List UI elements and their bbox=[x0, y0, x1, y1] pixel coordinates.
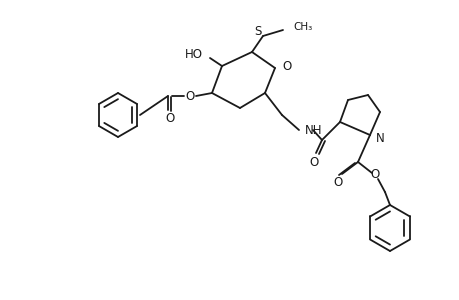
Text: O: O bbox=[369, 169, 379, 182]
Text: S: S bbox=[254, 25, 261, 38]
Text: O: O bbox=[281, 59, 291, 73]
Text: N: N bbox=[375, 131, 384, 145]
Text: O: O bbox=[185, 89, 194, 103]
Text: O: O bbox=[309, 155, 318, 169]
Text: HO: HO bbox=[185, 47, 202, 61]
Text: CH₃: CH₃ bbox=[292, 22, 312, 32]
Text: O: O bbox=[165, 112, 174, 125]
Text: O: O bbox=[333, 176, 342, 190]
Text: NH: NH bbox=[304, 124, 322, 136]
